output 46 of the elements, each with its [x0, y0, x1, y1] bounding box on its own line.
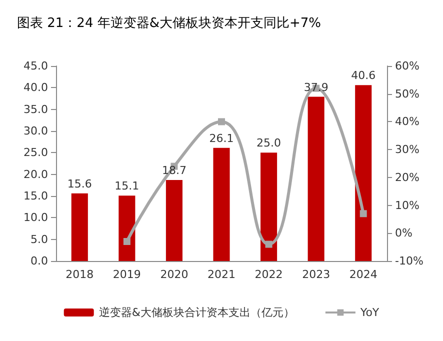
y-tick-label: 30.0 [24, 124, 48, 138]
y2-tick-label: 40% [395, 115, 420, 128]
y2-tick-label: 30% [395, 143, 420, 156]
point [218, 118, 225, 126]
legend-label: YoY [359, 306, 380, 319]
bar [308, 96, 324, 261]
y-tick-label: 25.0 [24, 146, 48, 160]
y2-tick-label: 10% [395, 198, 420, 212]
bar [213, 148, 230, 261]
x-tick-label: 2019 [112, 268, 141, 281]
data-label: 25.0 [256, 136, 282, 150]
y-tick-label: 35.0 [24, 102, 48, 116]
y-tick-label: 10.0 [24, 211, 48, 224]
x-tick-label: 2021 [208, 268, 236, 281]
bar [71, 193, 88, 261]
x-tick-label: 2022 [254, 268, 283, 281]
point [360, 210, 367, 218]
data-label: 37.9 [304, 80, 328, 94]
y-tick-label: 5.0 [30, 232, 48, 246]
x-tick-label: 2024 [349, 268, 378, 281]
legend-label: 逆变器&大储板块合计资本支出（亿元） [98, 306, 294, 319]
y2-tick-label: 20% [395, 170, 420, 184]
bar [355, 85, 372, 261]
point [265, 240, 272, 248]
chart-title: 图表 21：24 年逆变器&大储板块资本开支同比+7% [17, 16, 322, 31]
data-label: 15.6 [67, 177, 92, 190]
y-tick-label: 20.0 [24, 168, 48, 181]
point [123, 238, 130, 245]
y-tick-label: 40.0 [24, 81, 48, 94]
bar [166, 180, 182, 261]
y2-tick-label: 0% [395, 226, 412, 240]
bar [118, 196, 136, 261]
y-tick-label: 45.0 [24, 60, 48, 72]
y2-tick-label: 50% [395, 87, 420, 100]
x-tick-label: 2020 [160, 268, 188, 281]
x-tick-label: 2018 [66, 268, 94, 281]
data-label: 26.1 [209, 132, 234, 145]
y2-tick-label: 60% [395, 60, 420, 72]
data-label: 40.6 [351, 69, 376, 82]
data-label: 18.7 [162, 164, 186, 177]
y-tick-label: 15.0 [24, 190, 48, 202]
bar [260, 152, 278, 261]
x-tick-label: 2023 [302, 268, 330, 281]
data-label: 15.1 [114, 180, 140, 193]
y-tick-label: 0.0 [30, 254, 48, 268]
y2-tick-label: -10% [395, 254, 424, 268]
